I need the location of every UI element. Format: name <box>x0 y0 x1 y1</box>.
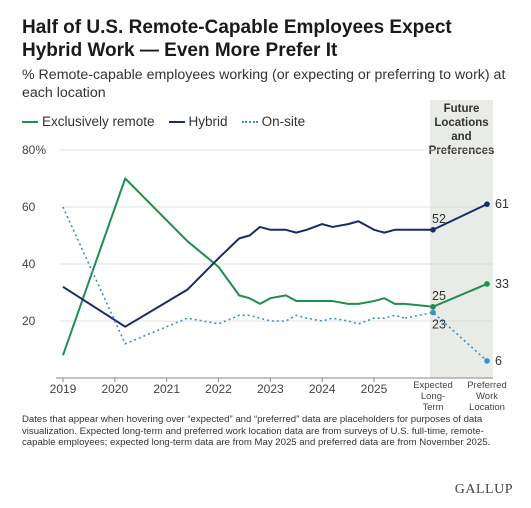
legend-label-hybrid: Hybrid <box>188 114 228 129</box>
legend-label-exclusively-remote: Exclusively remote <box>42 114 155 129</box>
series-line-on-site <box>62 206 406 345</box>
legend-item-exclusively-remote[interactable]: Exclusively remote <box>22 114 155 129</box>
y-tick-label: 40 <box>22 257 36 271</box>
legend-swatch-on-site <box>241 120 258 123</box>
y-tick-label: 80% <box>22 143 46 157</box>
legend-label-on-site: On-site <box>261 114 306 129</box>
x-tick-label: 2024 <box>309 382 336 396</box>
data-label-hybrid: 52 <box>432 212 446 226</box>
future-point-hybrid <box>484 201 490 207</box>
x-tick-label: 2023 <box>257 382 284 396</box>
x-tick-label: 2022 <box>205 382 232 396</box>
future-panel-title: Future Locations and Preferences <box>429 103 495 157</box>
future-category-label: Expected Long-Term <box>413 380 453 412</box>
data-label-on-site: 23 <box>432 317 446 331</box>
legend-swatch-hybrid <box>168 120 185 123</box>
data-label-hybrid: 61 <box>495 197 509 211</box>
future-point-on-site <box>430 309 436 316</box>
chart-title: Half of U.S. Remote-Capable Employees Ex… <box>22 17 452 61</box>
gallup-logo: GALLUP <box>454 482 513 497</box>
legend-item-hybrid[interactable]: Hybrid <box>168 114 228 129</box>
line-chart: Future Locations and Preferences 20 40 60 80% 20… <box>22 100 509 412</box>
future-panel-background <box>430 100 493 378</box>
future-point-on-site <box>484 358 490 364</box>
chart-legend: Exclusively remote Hybrid On-site <box>22 114 319 129</box>
future-point-exclusively-remote <box>430 303 436 310</box>
future-point-hybrid <box>430 227 436 233</box>
x-tick-label: 2019 <box>50 382 77 396</box>
data-label-on-site: 6 <box>495 354 502 368</box>
legend-swatch-exclusively-remote <box>22 120 38 123</box>
footnote: Dates that appear when hovering over “ex… <box>22 414 491 449</box>
data-label-exclusively-remote: 33 <box>495 277 509 291</box>
data-label-exclusively-remote: 25 <box>432 289 446 303</box>
x-tick-label: 2021 <box>153 382 180 396</box>
y-tick-label: 60 <box>22 200 36 214</box>
future-category-label: Preferred Work Location <box>467 380 507 412</box>
future-point-exclusively-remote <box>484 281 490 287</box>
series-line-exclusively-remote <box>62 177 406 356</box>
x-tick-label: 2020 <box>101 382 128 396</box>
y-tick-label: 20 <box>22 314 36 328</box>
series-line-hybrid <box>62 220 406 328</box>
future-line-on-site <box>404 311 488 362</box>
x-tick-label: 2025 <box>361 382 388 396</box>
chart-subtitle: % Remote-capable employees working (or e… <box>22 67 506 101</box>
legend-item-on-site[interactable]: On-site <box>241 114 306 129</box>
